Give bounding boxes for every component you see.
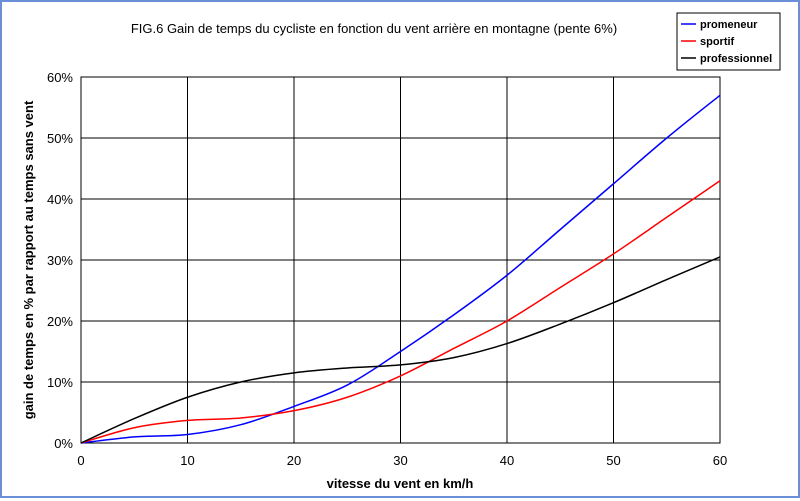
chart-title: FIG.6 Gain de temps du cycliste en fonct… [131,21,617,36]
y-tick-label: 10% [47,375,73,390]
plot-grid [80,76,721,444]
y-tick-label: 40% [47,192,73,207]
y-tick-label: 50% [47,131,73,146]
x-tick-label: 40 [500,453,514,468]
legend-label-promeneur: promeneur [700,19,758,31]
x-tick-label: 30 [393,453,407,468]
tick-labels: 0 10 20 30 40 50 60 0% 10% 20% 30% 40% 50% 60% [47,70,727,468]
x-tick-label: 60 [713,453,727,468]
series-layer [80,94,721,444]
y-tick-label: 0% [54,436,73,451]
x-axis-label: vitesse du vent en km/h [327,476,474,491]
y-tick-label: 20% [47,314,73,329]
series-line-professionnel [80,256,721,444]
x-tick-label: 0 [77,453,84,468]
legend-label-sportif: sportif [700,36,735,48]
legend: promeneur sportif professionnel [676,12,781,71]
y-tick-label: 60% [47,70,73,85]
y-axis-label: gain de temps en % par rapport au temps … [21,100,36,419]
x-tick-label: 50 [606,453,620,468]
legend-label-professionnel: professionnel [700,53,772,65]
x-tick-label: 10 [180,453,194,468]
y-tick-label: 30% [47,253,73,268]
series-line-promeneur [80,94,721,444]
series-line-sportif [80,180,721,444]
x-tick-label: 20 [287,453,301,468]
